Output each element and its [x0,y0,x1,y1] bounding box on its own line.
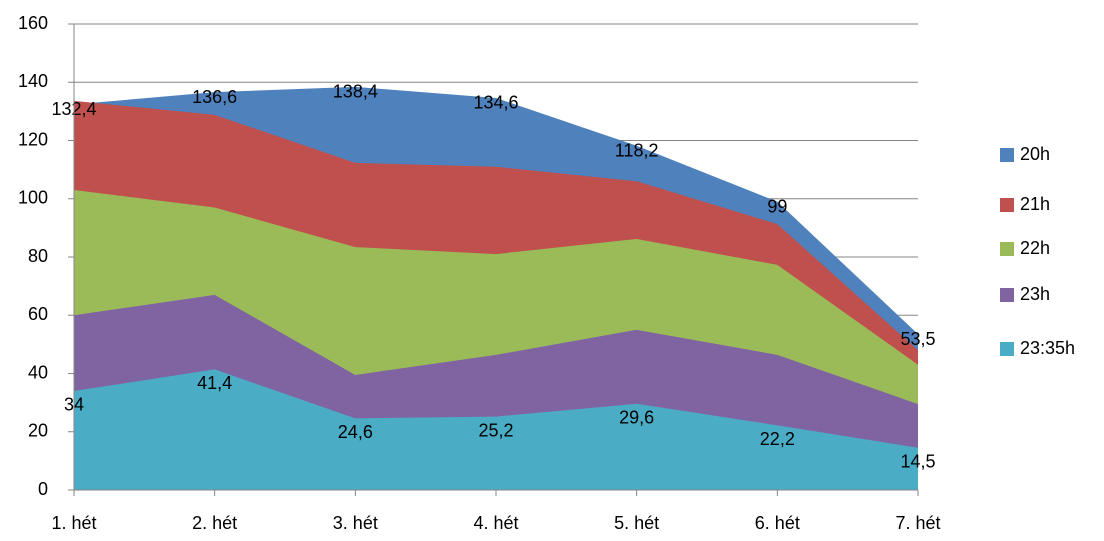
legend-swatch [1000,198,1014,212]
y-tick-label: 60 [28,304,48,324]
legend-swatch [1000,288,1014,302]
y-tick-label: 20 [28,421,48,441]
x-tick-label: 4. hét [473,513,518,533]
x-tick-label: 1. hét [51,513,96,533]
legend-label: 20h [1020,144,1050,164]
y-tick-label: 100 [18,188,48,208]
legend-label: 23h [1020,284,1050,304]
data-label: 99 [767,196,787,216]
x-tick-label: 6. hét [755,513,800,533]
data-label: 24,6 [338,422,373,442]
y-tick-label: 40 [28,362,48,382]
y-tick-label: 140 [18,71,48,91]
y-tick-label: 80 [28,246,48,266]
x-tick-label: 2. hét [192,513,237,533]
data-label: 53,5 [900,329,935,349]
data-label: 22,2 [760,429,795,449]
legend-label: 22h [1020,238,1050,258]
y-tick-label: 160 [18,13,48,33]
x-tick-label: 5. hét [614,513,659,533]
legend-label: 21h [1020,194,1050,214]
legend-swatch [1000,342,1014,356]
legend-label: 23:35h [1020,338,1075,358]
y-tick-label: 0 [38,479,48,499]
data-label: 29,6 [619,408,654,428]
x-tick-label: 7. hét [895,513,940,533]
data-label: 138,4 [333,82,378,102]
data-label: 41,4 [197,373,232,393]
y-tick-label: 120 [18,129,48,149]
data-label: 136,6 [192,87,237,107]
area [74,369,918,490]
data-label: 118,2 [615,140,659,160]
data-label: 25,2 [478,420,513,440]
data-label: 14,5 [900,452,935,472]
data-label: 134,6 [473,93,518,113]
legend-swatch [1000,242,1014,256]
legend-swatch [1000,148,1014,162]
x-tick-label: 3. hét [333,513,378,533]
